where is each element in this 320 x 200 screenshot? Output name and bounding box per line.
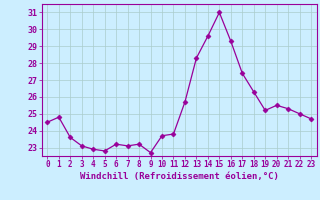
X-axis label: Windchill (Refroidissement éolien,°C): Windchill (Refroidissement éolien,°C)	[80, 172, 279, 181]
